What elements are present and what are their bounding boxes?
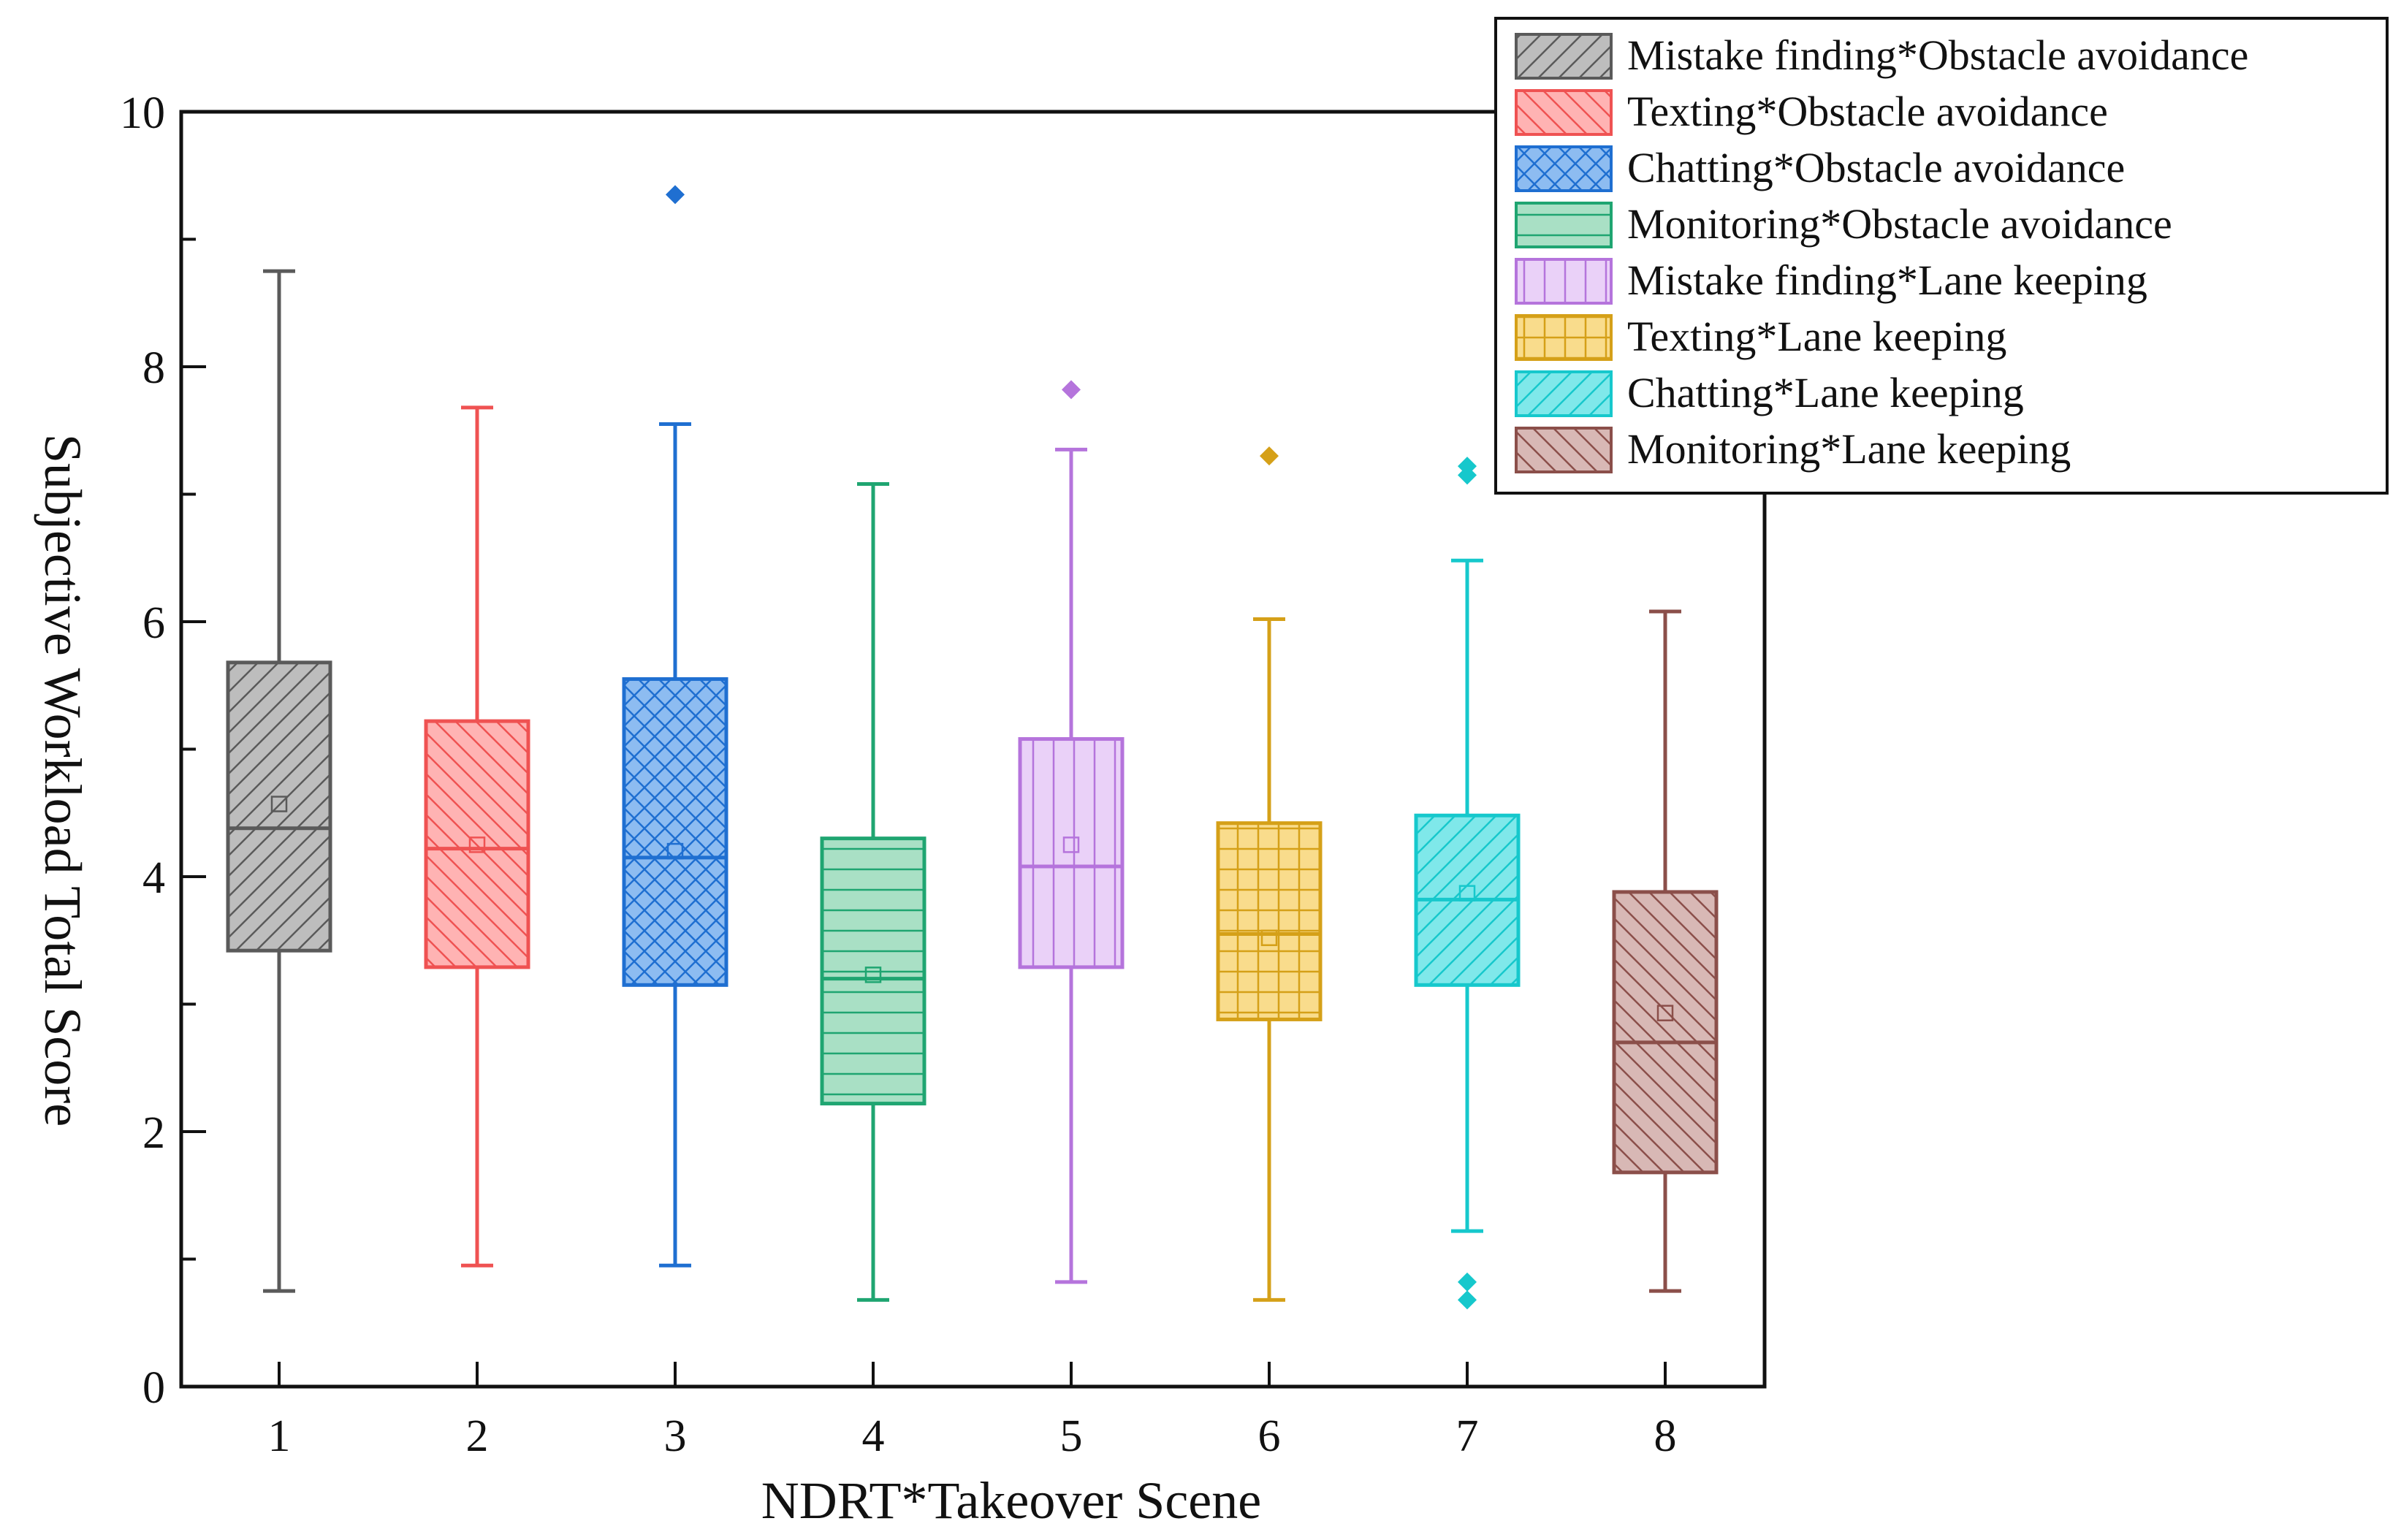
mean-marker [1656, 1005, 1674, 1021]
legend-item: Monitoring*Lane keeping [1515, 425, 2071, 473]
x-tick-label: 1 [268, 1411, 291, 1461]
legend-item: Texting*Obstacle avoidance [1515, 88, 2108, 136]
legend-frame [1494, 17, 2389, 495]
box-iqr [1612, 890, 1719, 1175]
mean-marker [1062, 836, 1080, 853]
box-group [1216, 446, 1323, 1302]
legend-label: Texting*Obstacle avoidance [1627, 88, 2108, 135]
legend-swatch [1515, 33, 1613, 80]
mean-marker [666, 842, 684, 860]
x-tick-label: 2 [466, 1411, 489, 1461]
mean-marker [864, 967, 882, 983]
y-tick-label: 8 [142, 343, 165, 393]
y-tick-label: 0 [142, 1363, 165, 1413]
legend-item: Chatting*Obstacle avoidance [1515, 144, 2125, 192]
box-iqr [226, 660, 332, 953]
outlier-point [1062, 380, 1081, 400]
y-tick-label: 2 [142, 1108, 165, 1158]
x-tick-label: 5 [1060, 1411, 1083, 1461]
box-group [424, 405, 530, 1268]
legend-swatch [1515, 427, 1613, 473]
outlier-point [1458, 1290, 1477, 1310]
x-tick-label: 3 [664, 1411, 687, 1461]
legend-swatch [1515, 89, 1613, 136]
mean-marker [270, 796, 288, 812]
legend-label: Mistake finding*Obstacle avoidance [1627, 31, 2248, 79]
box-iqr [424, 719, 530, 969]
legend-item: Mistake finding*Obstacle avoidance [1515, 31, 2248, 80]
legend-label: Chatting*Lane keeping [1627, 369, 2024, 416]
outlier-point [1458, 1272, 1477, 1292]
legend-swatch [1515, 370, 1613, 417]
outlier-point [666, 185, 685, 205]
legend-item: Monitoring*Obstacle avoidance [1515, 200, 2172, 248]
box-iqr [1216, 821, 1323, 1021]
box-group [1414, 457, 1521, 1310]
box-iqr [1018, 737, 1125, 969]
legend: Mistake finding*Obstacle avoidance Textin… [1494, 17, 2389, 495]
y-axis: 0 2 4 6 8 10 [120, 88, 206, 1413]
legend-item: Mistake finding*Lane keeping [1515, 256, 2147, 305]
mean-marker [468, 836, 486, 853]
x-tick-label: 4 [862, 1411, 885, 1461]
mean-marker [1458, 885, 1476, 901]
box-group [226, 269, 332, 1293]
legend-label: Monitoring*Lane keeping [1627, 425, 2071, 473]
x-tick-label: 6 [1258, 1411, 1281, 1461]
x-axis-title: NDRT*Takeover Scene [761, 1471, 1261, 1530]
legend-label: Mistake finding*Lane keeping [1627, 256, 2147, 304]
legend-swatch [1515, 202, 1613, 248]
box-group [1018, 380, 1125, 1284]
y-axis-title: Subjective Workload Total Score [34, 434, 92, 1127]
box-group [820, 482, 926, 1302]
y-tick-label: 4 [142, 853, 165, 903]
y-tick-label: 10 [120, 88, 165, 138]
outlier-point [1260, 446, 1279, 466]
legend-item: Texting*Lane keeping [1515, 313, 2006, 361]
box-iqr [820, 836, 926, 1106]
legend-label: Monitoring*Obstacle avoidance [1627, 200, 2172, 248]
legend-swatch [1515, 258, 1613, 305]
legend-swatch [1515, 314, 1613, 361]
x-axis: 1 2 3 4 5 6 7 8 [268, 1362, 1677, 1461]
box-group [622, 185, 728, 1268]
legend-label: Texting*Lane keeping [1627, 313, 2006, 360]
legend-item: Chatting*Lane keeping [1515, 369, 2024, 417]
box-group [1612, 609, 1719, 1293]
box-series [226, 185, 1719, 1310]
y-tick-label: 6 [142, 598, 165, 648]
x-tick-label: 7 [1456, 1411, 1479, 1461]
legend-label: Chatting*Obstacle avoidance [1627, 144, 2125, 191]
outlier-point [1458, 465, 1477, 485]
x-tick-label: 8 [1654, 1411, 1677, 1461]
legend-swatch [1515, 145, 1613, 192]
mean-marker [1260, 929, 1278, 947]
box-iqr [622, 677, 728, 987]
